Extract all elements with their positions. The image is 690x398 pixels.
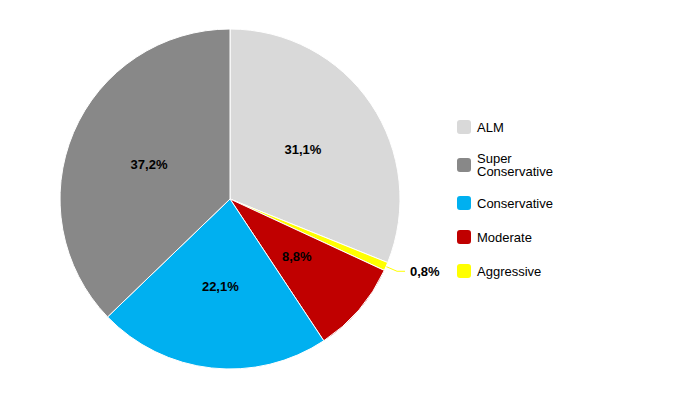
svg-text:Super: Super xyxy=(477,151,512,166)
svg-text:ALM: ALM xyxy=(477,120,504,135)
svg-text:Conservative: Conservative xyxy=(477,164,553,179)
svg-text:0,8%: 0,8% xyxy=(410,264,440,279)
svg-text:31,1%: 31,1% xyxy=(285,142,322,157)
svg-text:8,8%: 8,8% xyxy=(282,249,312,264)
svg-text:22,1%: 22,1% xyxy=(202,279,239,294)
svg-text:Conservative: Conservative xyxy=(477,196,553,211)
svg-text:Aggressive: Aggressive xyxy=(477,264,541,279)
svg-text:Moderate: Moderate xyxy=(477,230,532,245)
svg-text:37,2%: 37,2% xyxy=(131,157,168,172)
